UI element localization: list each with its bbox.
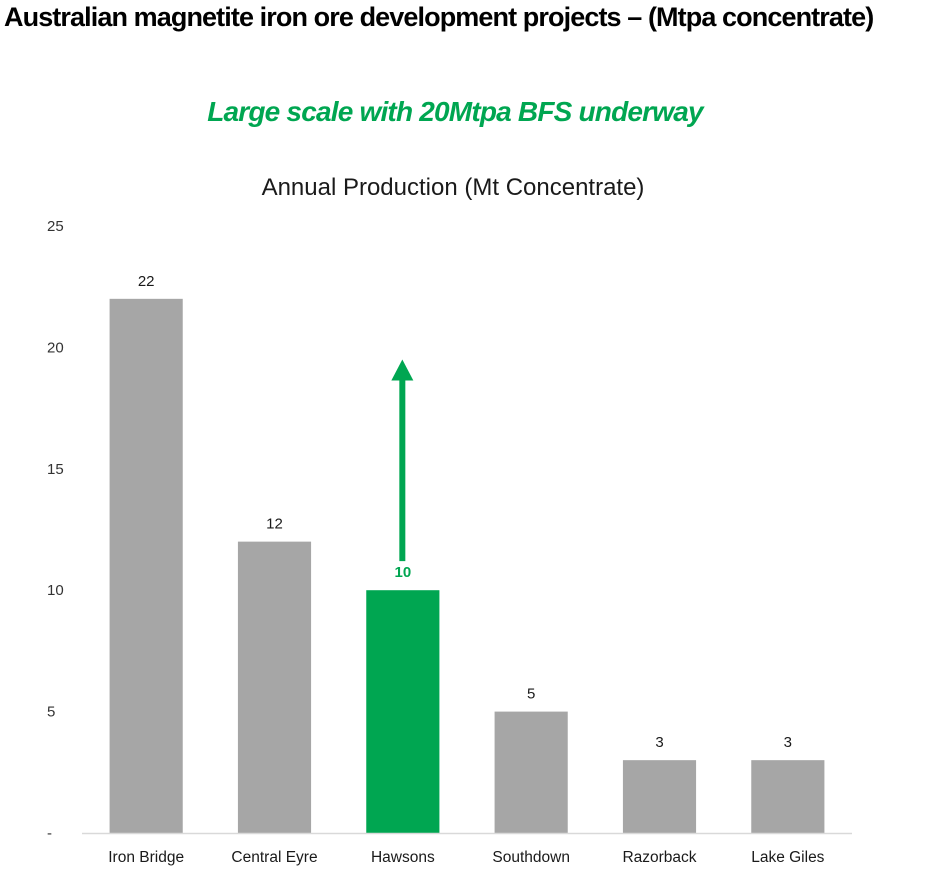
x-tick-label: Lake Giles bbox=[751, 849, 824, 866]
chart-subtitle: Large scale with 20Mtpa BFS underway bbox=[207, 96, 703, 127]
bar-razorback bbox=[622, 760, 697, 833]
annotation-arrow bbox=[391, 359, 414, 562]
data-label: 3 bbox=[784, 734, 792, 751]
bar-series bbox=[109, 298, 825, 834]
x-tick-label: Razorback bbox=[622, 849, 696, 866]
y-tick-label: 10 bbox=[47, 582, 64, 599]
data-label: 10 bbox=[394, 564, 411, 581]
page-title: Australian magnetite iron ore developmen… bbox=[4, 2, 874, 32]
y-tick-label: 5 bbox=[47, 704, 55, 721]
bar-central-eyre bbox=[237, 541, 312, 833]
arrow-head bbox=[391, 359, 414, 381]
y-tick-label: - bbox=[47, 825, 52, 842]
data-label: 5 bbox=[527, 686, 535, 703]
x-axis: Iron Bridge Central Eyre Hawsons Southdown R… bbox=[82, 832, 852, 866]
y-tick-label: 20 bbox=[47, 339, 64, 356]
bar-iron-bridge bbox=[109, 298, 183, 834]
data-label: 12 bbox=[266, 516, 283, 533]
x-tick-label: Hawsons bbox=[371, 849, 435, 866]
y-axis: - 5 10 15 20 25 bbox=[47, 218, 64, 842]
x-tick-label: Southdown bbox=[492, 849, 570, 866]
data-label: 3 bbox=[655, 734, 663, 751]
bar-hawsons bbox=[366, 590, 440, 833]
bar-lake-giles bbox=[751, 760, 825, 833]
bar-southdown bbox=[494, 711, 568, 833]
data-labels: 22 12 10 5 3 3 bbox=[138, 273, 792, 751]
x-tick-label: Central Eyre bbox=[231, 849, 317, 866]
x-tick-label: Iron Bridge bbox=[108, 849, 184, 866]
chart-title: Annual Production (Mt Concentrate) bbox=[262, 174, 645, 201]
y-tick-label: 15 bbox=[47, 461, 64, 478]
data-label: 22 bbox=[138, 273, 155, 290]
y-tick-label: 25 bbox=[47, 218, 64, 235]
